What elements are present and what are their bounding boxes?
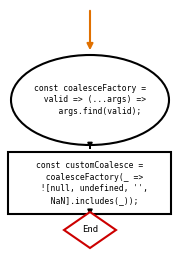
- Text: const coalesceFactory =
  valid => (...args) =>
    args.find(valid);: const coalesceFactory = valid => (...arg…: [34, 84, 146, 116]
- Polygon shape: [64, 212, 116, 248]
- Text: const customCoalesce =
  coalesceFactory(_ =>
  ![null, undefined, '',
  NaN].in: const customCoalesce = coalesceFactory(_…: [31, 161, 148, 205]
- Text: End: End: [82, 226, 98, 234]
- Ellipse shape: [11, 55, 169, 145]
- Bar: [8, 152, 171, 214]
